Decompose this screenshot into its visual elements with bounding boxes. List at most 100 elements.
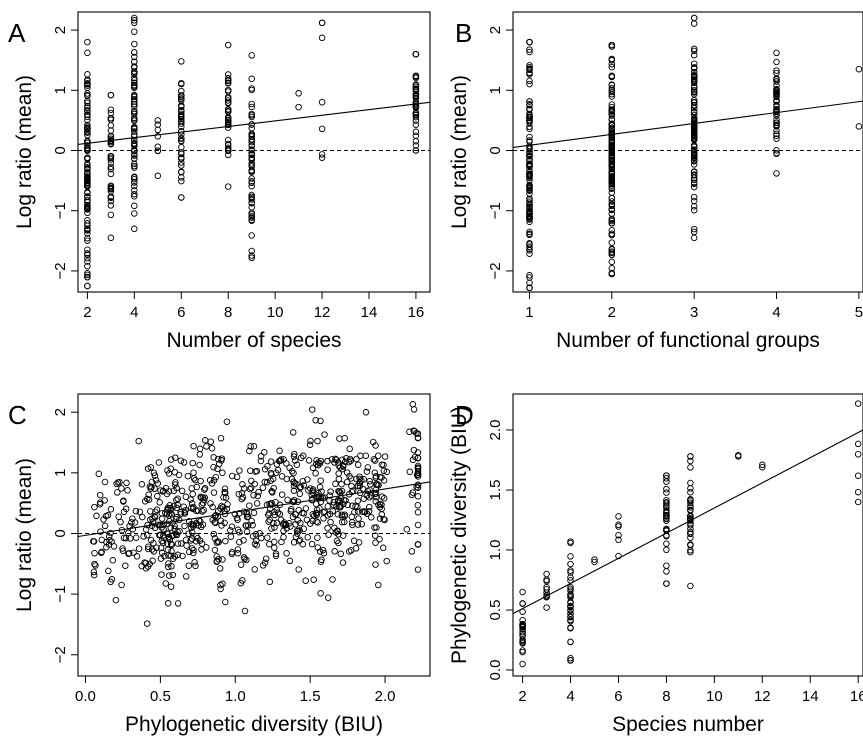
data-point <box>295 103 302 111</box>
data-point <box>107 127 115 134</box>
data-point <box>143 620 151 627</box>
data-point <box>567 603 574 610</box>
data-point <box>105 567 112 575</box>
data-point <box>690 225 698 233</box>
data-point <box>526 46 533 53</box>
data-point <box>248 182 255 190</box>
data-point <box>126 535 134 542</box>
data-point <box>261 478 269 486</box>
data-point <box>142 526 150 533</box>
data-point <box>147 508 154 515</box>
data-point <box>687 548 694 556</box>
data-point <box>224 141 232 149</box>
data-point <box>253 467 261 475</box>
data-point <box>314 437 321 445</box>
data-point <box>167 510 174 517</box>
data-point <box>608 173 616 180</box>
data-point <box>341 434 348 442</box>
data-point <box>271 544 278 551</box>
data-point <box>773 150 780 158</box>
data-point <box>271 524 278 531</box>
data-point <box>325 531 332 538</box>
data-point <box>854 440 862 448</box>
data-point <box>131 49 138 56</box>
data-point <box>173 504 180 512</box>
data-point <box>690 149 698 156</box>
data-point <box>131 182 138 190</box>
data-point <box>131 147 138 155</box>
data-point <box>249 521 256 529</box>
data-point <box>687 530 694 537</box>
data-point <box>519 660 526 668</box>
data-point <box>107 91 115 99</box>
regression-line <box>513 429 863 615</box>
data-point <box>300 452 307 460</box>
regression-line <box>513 100 863 149</box>
data-point <box>300 525 308 533</box>
data-point <box>337 550 345 558</box>
data-point <box>286 557 294 565</box>
data-point <box>334 511 342 518</box>
data-point <box>687 489 694 496</box>
data-point <box>690 151 698 158</box>
data-point <box>567 569 574 576</box>
data-point <box>608 156 616 164</box>
data-point <box>526 228 533 236</box>
data-point <box>567 592 574 600</box>
data-point <box>224 151 232 159</box>
data-point <box>228 523 236 530</box>
data-point <box>219 556 226 563</box>
data-point <box>98 536 106 544</box>
data-point <box>228 548 236 556</box>
data-point <box>414 566 422 573</box>
data-point <box>687 541 694 548</box>
data-point <box>309 511 316 518</box>
data-point <box>203 443 210 450</box>
data-point <box>107 135 115 143</box>
data-point <box>302 577 309 584</box>
data-point <box>773 78 780 85</box>
data-point <box>327 488 334 495</box>
data-point <box>168 547 175 555</box>
y-tick-label: −2 <box>487 262 504 279</box>
data-point <box>608 107 616 115</box>
data-point <box>178 162 185 169</box>
data-point <box>84 92 91 99</box>
data-point <box>177 457 185 464</box>
data-point <box>317 590 324 597</box>
data-point <box>608 85 616 92</box>
data-point <box>615 523 622 530</box>
data-point <box>274 509 282 516</box>
data-point <box>190 503 197 511</box>
data-point <box>167 506 175 513</box>
data-point <box>288 467 296 475</box>
data-point <box>526 218 533 226</box>
data-point <box>353 455 360 463</box>
data-point <box>519 630 526 638</box>
data-point <box>131 74 138 82</box>
data-point <box>411 427 418 435</box>
data-point <box>235 490 243 498</box>
data-point <box>412 104 420 111</box>
data-point <box>308 540 316 548</box>
data-point <box>128 519 135 526</box>
data-point <box>608 93 616 100</box>
data-point <box>131 100 138 108</box>
data-point <box>567 617 574 625</box>
y-axis-title: Log ratio (mean) <box>448 75 471 229</box>
data-point <box>131 133 138 140</box>
data-point <box>324 594 332 601</box>
data-point <box>297 483 304 491</box>
data-point <box>321 431 328 438</box>
data-point <box>247 443 254 450</box>
data-point <box>194 534 201 542</box>
data-point <box>254 492 261 500</box>
data-point <box>687 525 694 533</box>
data-point <box>326 492 334 499</box>
data-point <box>131 202 138 210</box>
plot-frame <box>77 11 431 293</box>
data-point <box>240 537 247 544</box>
data-point <box>154 133 162 140</box>
data-point <box>371 457 379 464</box>
data-point <box>210 463 217 471</box>
